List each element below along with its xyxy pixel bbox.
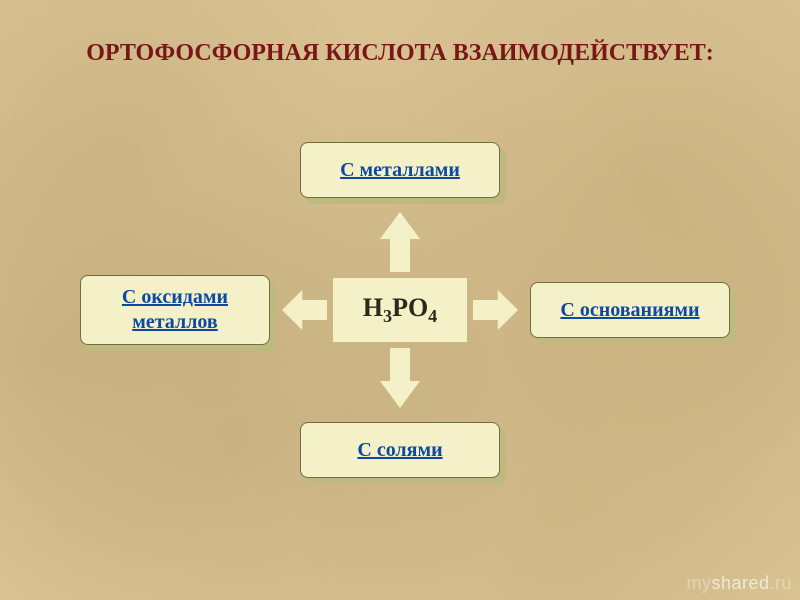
node-left[interactable]: С оксидами металлов: [80, 275, 270, 345]
arrow-right-icon: [473, 290, 518, 330]
node-bottom[interactable]: С солями: [300, 422, 500, 478]
node-left-label: С оксидами металлов: [122, 285, 228, 335]
arrow-down-icon: [380, 348, 420, 408]
watermark-suf: .ru: [769, 573, 792, 593]
watermark: myshared.ru: [686, 573, 792, 594]
node-top[interactable]: С металлами: [300, 142, 500, 198]
arrow-left-icon: [282, 290, 327, 330]
center-formula-box: H3PO4: [333, 278, 467, 342]
node-bottom-label: С солями: [357, 438, 442, 463]
arrow-up-icon: [380, 212, 420, 272]
node-right-label: С основаниями: [560, 298, 699, 323]
node-right[interactable]: С основаниями: [530, 282, 730, 338]
watermark-mid: shared: [711, 573, 769, 593]
node-top-label: С металлами: [340, 158, 460, 183]
page-title: ОРТОФОСФОРНАЯ КИСЛОТА ВЗАИМОДЕЙСТВУЕТ:: [0, 40, 800, 67]
center-formula: H3PO4: [363, 293, 438, 327]
watermark-pre: my: [686, 573, 711, 593]
